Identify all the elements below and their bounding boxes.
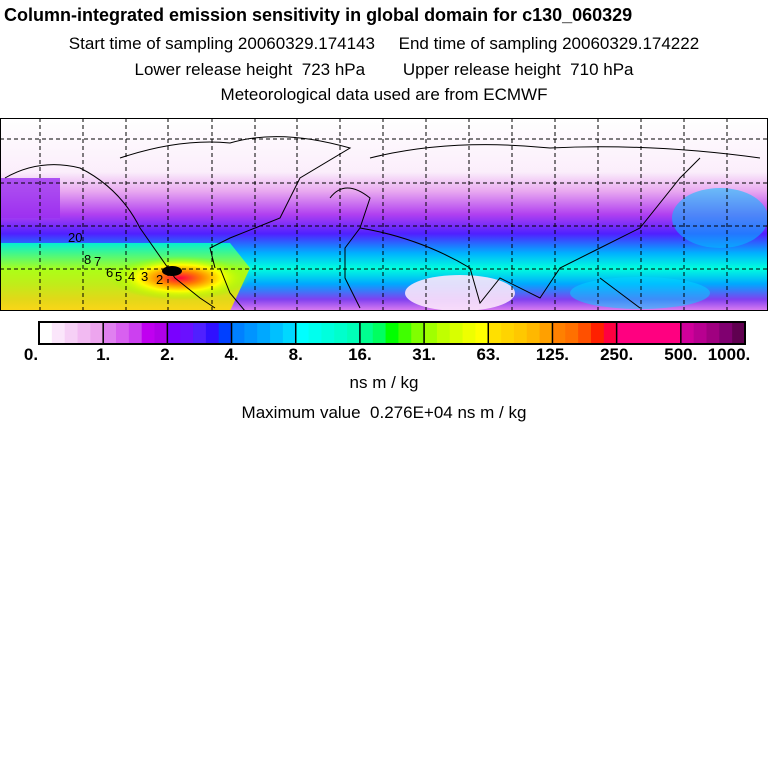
colorbar-tick-label: 16. <box>348 345 372 364</box>
colorbar-swatch <box>552 322 566 344</box>
colorbar-swatch <box>693 322 707 344</box>
colorbar-swatch <box>385 322 399 344</box>
field-pacific-east <box>672 188 768 248</box>
colorbar-swatch <box>128 322 143 344</box>
graticule <box>0 118 768 311</box>
field-pacific-north <box>0 178 60 218</box>
colorbar-swatch <box>193 322 207 344</box>
colorbar-swatch <box>655 322 669 344</box>
colorbar-frame <box>38 321 746 345</box>
colorbar-swatch <box>64 322 79 344</box>
colorbar-swatch <box>103 322 117 344</box>
colorbar-swatch <box>565 322 579 344</box>
colorbar-tick-label: 0. <box>23 345 39 364</box>
colorbar-swatch <box>334 322 348 344</box>
colorbar-swatch <box>449 322 464 344</box>
traj-label: 20 <box>68 230 82 245</box>
maximum-value: Maximum value 0.276E+04 ns m / kg <box>241 403 527 422</box>
colorbar-swatch <box>231 322 245 344</box>
colorbar-swatch <box>578 322 592 344</box>
traj-label: 2 <box>156 272 163 287</box>
colorbar-tick-label: 2. <box>160 345 175 364</box>
met-data-source: Meteorological data used are from ECMWF <box>220 85 548 104</box>
field-west-pacific <box>570 277 710 309</box>
colorbar-swatch <box>732 322 746 344</box>
release-heights: Lower release height 723 hPa Upper relea… <box>134 60 634 79</box>
traj-label: 6 <box>106 265 113 280</box>
colorbar-swatch <box>347 322 361 344</box>
colorbar-swatch <box>321 322 335 344</box>
colorbar-swatch <box>51 322 66 344</box>
traj-label: 5 <box>115 269 122 284</box>
colorbar-tick-label: 500. <box>664 345 698 364</box>
colorbar-swatch <box>398 322 412 344</box>
plot-title: Column-integrated emission sensitivity i… <box>4 5 633 25</box>
colorbar-swatch <box>501 322 515 344</box>
traj-label: 7 <box>94 254 101 269</box>
colorbar-swatch <box>616 322 630 344</box>
colorbar-swatch <box>667 322 682 344</box>
colorbar-swatch <box>642 322 656 344</box>
units-label: ns m / kg <box>349 373 419 392</box>
colorbar-tick-label: 125. <box>535 345 569 364</box>
colorbar-swatch <box>411 322 425 344</box>
colorbar-swatch <box>359 322 374 344</box>
colorbar-swatch <box>590 322 605 344</box>
colorbar-swatch <box>167 322 181 344</box>
release-location-marker <box>162 266 182 276</box>
colorbar-swatch <box>205 322 220 344</box>
colorbar-tick-label: 8. <box>288 345 303 364</box>
sampling-times: Start time of sampling 20060329.174143 E… <box>68 34 700 53</box>
colorbar-swatch <box>436 322 451 344</box>
colorbar-swatch <box>282 322 297 344</box>
colorbar-swatch <box>603 322 618 344</box>
colorbar-swatch <box>218 322 233 344</box>
colorbar-swatch <box>90 322 104 344</box>
colorbar-swatch <box>706 322 720 344</box>
colorbar-swatch <box>39 322 53 344</box>
colorbar-swatch <box>629 322 643 344</box>
colorbar-swatch <box>180 322 194 344</box>
coastlines <box>4 136 761 311</box>
traj-label: 8 <box>84 252 91 267</box>
colorbar-swatch <box>257 322 271 344</box>
field-indian-ocean <box>405 275 515 311</box>
colorbar-swatch <box>680 322 695 344</box>
colorbar-swatch <box>513 322 528 344</box>
colorbar-swatch <box>488 322 502 344</box>
colorbar-tick-label: 250. <box>600 345 634 364</box>
colorbar-swatch <box>141 322 156 344</box>
traj-label: 4 <box>128 269 135 284</box>
emission-sensitivity-map: 20 8 7 6 5 4 3 2 <box>0 118 768 311</box>
trajectory-labels: 20 8 7 6 5 4 3 2 <box>68 230 163 287</box>
traj-label: 3 <box>141 269 148 284</box>
colorbar-swatch <box>424 322 438 344</box>
colorbar-swatch <box>308 322 322 344</box>
colorbar-swatch <box>270 322 284 344</box>
colorbar-swatch <box>462 322 476 344</box>
colorbar-swatch <box>154 322 168 344</box>
colorbar-swatch <box>719 322 733 344</box>
colorbar-swatch <box>244 322 258 344</box>
colorbar-tick-label: 63. <box>476 345 501 364</box>
colorbar-swatch <box>475 322 489 344</box>
colorbar-swatch <box>295 322 310 344</box>
colorbar-swatch <box>77 322 91 344</box>
colorbar <box>38 321 746 345</box>
colorbar-tick-label: 4. <box>224 345 239 364</box>
colorbar-tick-label: 31. <box>412 345 436 364</box>
colorbar-tick-label: 1. <box>96 345 111 364</box>
colorbar-swatch <box>526 322 541 344</box>
colorbar-swatch <box>116 322 130 344</box>
colorbar-swatch <box>372 322 387 344</box>
colorbar-swatch <box>539 322 553 344</box>
colorbar-tick-label: 1000. <box>707 345 751 364</box>
